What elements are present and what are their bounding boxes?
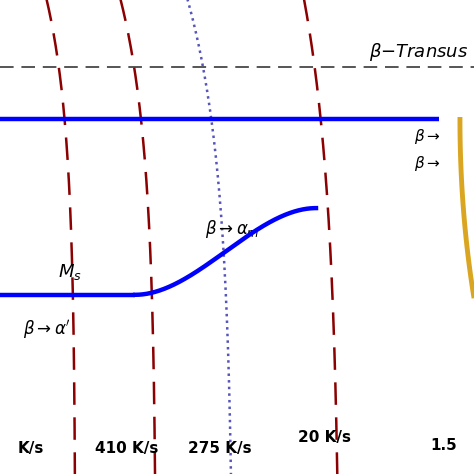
Text: 275 K/s: 275 K/s — [188, 441, 251, 456]
Text: $\beta \rightarrow \alpha'$: $\beta \rightarrow \alpha'$ — [23, 318, 71, 341]
Text: 410 K/s: 410 K/s — [95, 441, 158, 456]
Text: $\beta \rightarrow \alpha_m$: $\beta \rightarrow \alpha_m$ — [205, 219, 260, 240]
Text: $\beta \rightarrow$: $\beta \rightarrow$ — [414, 128, 441, 146]
Text: 20 K/s: 20 K/s — [298, 430, 351, 445]
Text: 1.5: 1.5 — [431, 438, 457, 453]
Text: K/s: K/s — [18, 441, 44, 456]
Text: $M_s$: $M_s$ — [58, 262, 82, 282]
Text: $\beta\mathit{-Transus}$: $\beta\mathit{-Transus}$ — [369, 41, 468, 63]
Text: $\beta \rightarrow$: $\beta \rightarrow$ — [414, 154, 441, 173]
